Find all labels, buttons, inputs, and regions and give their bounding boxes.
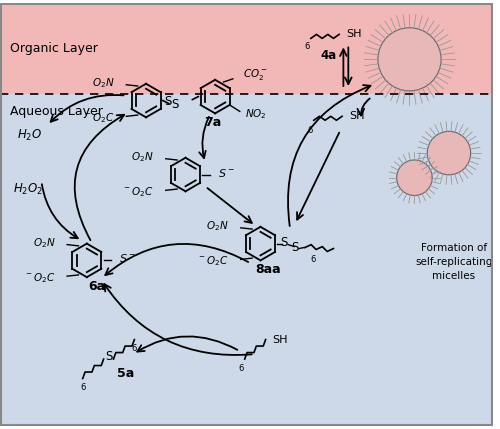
Text: 7a: 7a [204, 116, 222, 129]
Text: $O_2N$: $O_2N$ [32, 236, 56, 250]
FancyArrowPatch shape [358, 99, 370, 115]
Text: Formation of
self-replicating
micelles: Formation of self-replicating micelles [415, 243, 492, 281]
Text: 6: 6 [310, 255, 316, 264]
FancyArrowPatch shape [297, 133, 339, 220]
Text: SH: SH [346, 30, 362, 39]
Text: $O_2N$: $O_2N$ [132, 150, 154, 164]
Text: $^-O_2C$: $^-O_2C$ [198, 254, 229, 268]
Text: $^-O_2C$: $^-O_2C$ [24, 271, 56, 285]
Text: 6: 6 [307, 126, 312, 135]
FancyArrowPatch shape [106, 244, 248, 275]
FancyArrowPatch shape [345, 47, 352, 84]
Text: 6: 6 [80, 383, 86, 392]
Text: $S^-$: $S^-$ [218, 166, 235, 178]
Text: S: S [105, 350, 112, 363]
FancyArrowPatch shape [340, 49, 346, 86]
Text: $CO_2^-$: $CO_2^-$ [242, 67, 268, 82]
Text: SH: SH [272, 335, 288, 344]
Text: Organic Layer: Organic Layer [10, 42, 98, 55]
Text: S: S [171, 98, 178, 111]
Text: 4a: 4a [320, 48, 336, 62]
FancyArrowPatch shape [208, 188, 252, 223]
Text: 5a: 5a [116, 367, 134, 380]
Text: $O_2N$: $O_2N$ [206, 219, 229, 233]
Circle shape [378, 28, 441, 91]
Text: S: S [280, 236, 288, 249]
Text: S: S [164, 95, 172, 108]
Text: 8aa: 8aa [256, 263, 281, 276]
Text: Aqueous Layer: Aqueous Layer [10, 105, 102, 118]
Text: SH: SH [349, 111, 364, 121]
FancyArrowPatch shape [138, 336, 237, 352]
FancyArrowPatch shape [74, 115, 124, 240]
FancyArrowPatch shape [199, 117, 209, 158]
Text: $O_2N$: $O_2N$ [92, 76, 114, 90]
Text: 6: 6 [132, 344, 137, 353]
Text: $S^-$: $S^-$ [120, 252, 136, 264]
Text: $H_2O$: $H_2O$ [17, 127, 42, 142]
Text: 6: 6 [304, 42, 310, 51]
Text: $^-O_2C$: $^-O_2C$ [122, 185, 154, 199]
Text: $^-O_2C$: $^-O_2C$ [83, 112, 114, 125]
Text: $H_2O_2$: $H_2O_2$ [12, 182, 42, 197]
FancyArrowPatch shape [42, 184, 78, 238]
Circle shape [396, 160, 432, 196]
Text: 6a: 6a [88, 280, 106, 293]
FancyArrowPatch shape [104, 284, 252, 355]
Text: S: S [292, 241, 298, 254]
Bar [0, 3, 494, 94]
FancyArrowPatch shape [50, 95, 124, 122]
FancyArrowPatch shape [288, 85, 370, 226]
Text: 6: 6 [238, 364, 244, 373]
Text: $NO_2$: $NO_2$ [244, 107, 266, 121]
Circle shape [428, 131, 470, 175]
Bar [0, 94, 494, 426]
